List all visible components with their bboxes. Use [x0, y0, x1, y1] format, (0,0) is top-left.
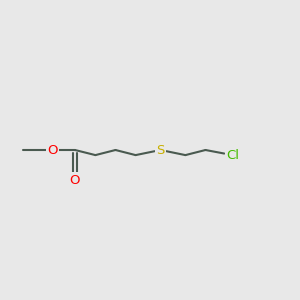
Text: O: O — [47, 143, 58, 157]
Text: O: O — [70, 173, 80, 187]
Text: S: S — [156, 143, 165, 157]
Text: Cl: Cl — [226, 148, 239, 162]
